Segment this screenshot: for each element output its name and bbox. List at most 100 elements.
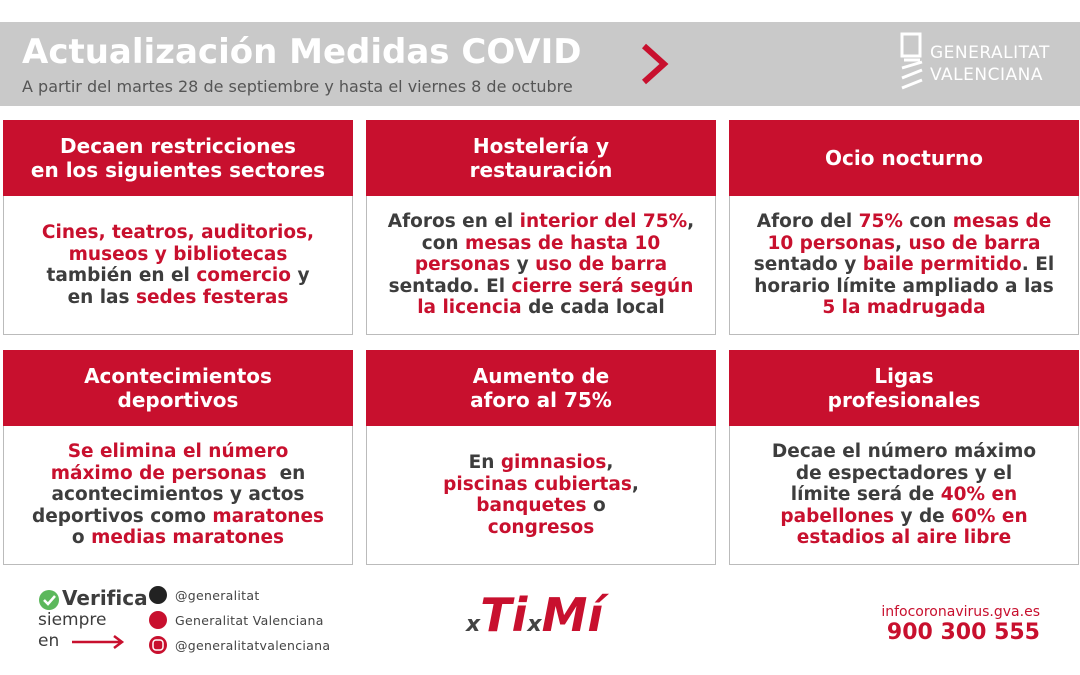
body-text: personas (414, 254, 511, 276)
body-text: Aforos en el (387, 211, 520, 233)
slogan-part: Ti (480, 588, 528, 642)
card-body: Aforos en el interior del 75%, con mesas … (366, 196, 716, 335)
chevron (641, 43, 669, 85)
card-body: Aforo del 75% con mesas de 10 personas, u… (729, 196, 1079, 335)
check-icon (39, 590, 59, 610)
card-title-line: Aumento de (472, 364, 610, 388)
body-text: . El (1021, 254, 1055, 276)
slogan-part: x (466, 612, 481, 637)
body-text: , (895, 232, 909, 254)
card-title: Hostelería y restauración (366, 120, 716, 196)
body-text: 10 personas (767, 232, 896, 254)
body-text: En (468, 452, 501, 473)
body-text: interior del 75% (519, 211, 688, 233)
body-text: con (902, 211, 953, 233)
card-body: Se elimina el número máximo de personas e… (3, 426, 353, 565)
header: Actualización Medidas COVID A partir del… (0, 22, 1080, 106)
body-text: , (606, 452, 614, 473)
verify-text: siempre en (38, 610, 106, 652)
body-line: banquetes o (476, 495, 605, 517)
card-title-line: Acontecimientos (84, 364, 272, 388)
card: Ligas profesionales Decae el número máximo… (729, 350, 1079, 566)
card-title-line: Ligas (874, 364, 934, 388)
body-text: Aforo del (756, 211, 859, 233)
body-text: de cada local (521, 297, 665, 319)
body-text: , (687, 211, 695, 233)
logo-line: GENERALITAT (930, 43, 1050, 63)
card-title-line: aforo al 75% (470, 388, 612, 412)
card-title: Aumento de aforo al 75% (366, 350, 716, 426)
slogan: xTixMí (466, 588, 603, 642)
body-line: horario límite ampliado a las (754, 276, 1054, 298)
card-body: Decae el número máximo de espectadores y … (729, 426, 1079, 565)
card: Hostelería y restauración Aforos en el int… (366, 120, 716, 336)
body-line: sentado y baile permitido. El (754, 254, 1054, 276)
card: Ocio nocturno Aforo del 75% con mesas de 1… (729, 120, 1079, 336)
body-line: con mesas de hasta 10 (422, 233, 660, 255)
body-text: pabellones (780, 505, 894, 527)
body-text: Cines, teatros, auditorios, (41, 222, 315, 243)
body-text: deportivos como (31, 505, 213, 527)
slogan-part: Mí (541, 588, 604, 642)
body-line: deportivos como maratones (32, 506, 324, 528)
card-title-line: en los siguientes sectores (30, 158, 326, 182)
body-line: la licencia de cada local (417, 297, 665, 319)
body-text: en las (67, 286, 136, 308)
verify-title: Verifica (62, 586, 148, 610)
body-text: y (291, 265, 310, 286)
card-title: Ligas profesionales (729, 350, 1079, 426)
body-text: congresos (487, 516, 595, 538)
slogan-part: x (527, 612, 542, 637)
card-body: Cines, teatros, auditorios, museos y bibl… (3, 196, 353, 335)
logo-emblem (900, 32, 923, 90)
body-line: también en el comercio y (47, 265, 310, 287)
title: Actualización Medidas COVID (22, 32, 582, 72)
card: Aumento de aforo al 75% En gimnasios, pisci… (366, 350, 716, 566)
body-line: piscinas cubiertas, (443, 474, 639, 496)
body-text: piscinas cubiertas (443, 473, 632, 495)
arrow (72, 635, 125, 649)
body-text: Se elimina el número (67, 441, 289, 463)
body-line: museos y bibliotecas (69, 244, 288, 266)
body-text: sentado y (753, 254, 863, 276)
body-text: gimnasios (500, 452, 607, 473)
body-text: o (71, 527, 92, 549)
card: Decaen restricciones en los siguientes se… (3, 120, 353, 336)
body-line: acontecimientos y actos (52, 484, 305, 506)
body-text: en (266, 462, 306, 484)
body-line: estadios al aire libre (797, 527, 1011, 549)
body-line: de espectadores y el (796, 463, 1012, 485)
body-text: acontecimientos y actos (51, 484, 305, 506)
body-text: y de (894, 505, 952, 527)
body-line: límite será de 40% en (791, 484, 1017, 506)
card-title-line: Decaen restricciones (60, 134, 296, 158)
card-title-line: Hostelería y (472, 134, 610, 158)
card-title-line: profesionales (827, 388, 981, 412)
body-line: Cines, teatros, auditorios, (42, 222, 314, 244)
body-text: sentado. El (388, 275, 512, 297)
card-title-line: deportivos (117, 388, 239, 412)
body-text: maratones (212, 505, 325, 527)
body-text: cierre será según (511, 275, 694, 297)
body-text: sedes festeras (136, 286, 289, 308)
body-line: 5 la madrugada (822, 297, 985, 319)
body-text: límite será de (790, 484, 941, 506)
body-text: con (421, 232, 466, 254)
body-line: pabellones y de 60% en (780, 506, 1027, 528)
body-line: o medias maratones (72, 527, 284, 549)
social-handle: Generalitat Valenciana (175, 613, 324, 628)
card: Acontecimientos deportivos Se elimina el n… (3, 350, 353, 566)
body-text: banquetes (476, 495, 587, 516)
website: infocoronavirus.gva.es (881, 604, 1040, 620)
body-text: museos y bibliotecas (68, 243, 288, 265)
phone: 900 300 555 (886, 620, 1040, 645)
logo-text: GENERALITAT VALENCIANA (930, 42, 1050, 86)
body-text: 60% en (951, 505, 1028, 527)
body-text: mesas de (952, 211, 1052, 233)
body-text: comercio (196, 265, 291, 286)
body-line: Decae el número máximo (772, 441, 1036, 463)
body-text: también en el (46, 265, 197, 286)
body-text: 40% en (940, 484, 1018, 506)
body-text: mesas de hasta 10 (465, 232, 661, 254)
